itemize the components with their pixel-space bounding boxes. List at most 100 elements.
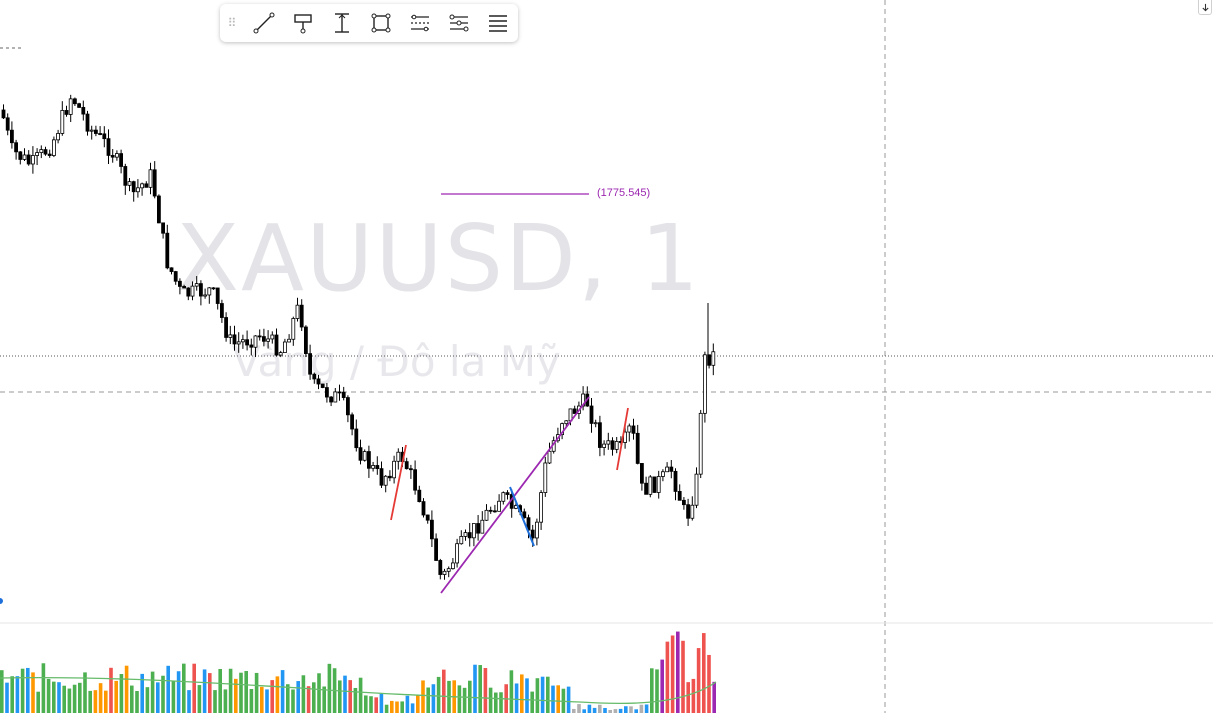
candle bbox=[106, 138, 111, 156]
candle bbox=[341, 391, 346, 398]
volume-bar bbox=[353, 687, 358, 713]
candle bbox=[249, 344, 254, 348]
candle bbox=[434, 538, 439, 561]
candle bbox=[564, 420, 569, 425]
fib-channel-tool-button[interactable] bbox=[439, 4, 478, 42]
volume-bar bbox=[296, 681, 300, 713]
volume-bar bbox=[566, 686, 571, 713]
candle bbox=[85, 113, 90, 132]
volume-bar bbox=[145, 687, 150, 713]
candle bbox=[379, 468, 384, 486]
scroll-to-bottom-button[interactable] bbox=[1198, 0, 1212, 15]
volume-bar bbox=[644, 704, 649, 713]
horizontal-lines-icon bbox=[488, 15, 507, 32]
candle bbox=[652, 476, 657, 493]
drag-handle-icon[interactable]: ⠿ bbox=[227, 16, 237, 30]
candle bbox=[560, 423, 564, 436]
callout-tool-button[interactable] bbox=[283, 4, 322, 42]
vertical-range-icon bbox=[334, 13, 349, 33]
candle bbox=[261, 336, 266, 342]
candle bbox=[396, 451, 401, 462]
volume-bar bbox=[676, 631, 680, 713]
candle bbox=[698, 412, 703, 475]
candle bbox=[358, 447, 363, 461]
volume-bar bbox=[15, 676, 20, 713]
volume-bar bbox=[650, 668, 654, 713]
volume-bar bbox=[0, 670, 4, 713]
volume-bar bbox=[270, 680, 274, 713]
volume-bar bbox=[62, 685, 66, 713]
volume-bar bbox=[551, 685, 555, 713]
candle bbox=[312, 373, 317, 380]
candle bbox=[455, 543, 460, 564]
candle bbox=[707, 354, 711, 366]
candle bbox=[392, 460, 397, 479]
volume-bar bbox=[104, 690, 108, 713]
candle bbox=[240, 339, 245, 343]
candle bbox=[383, 475, 388, 486]
candle bbox=[169, 267, 174, 272]
candle bbox=[35, 152, 39, 156]
volume-bar bbox=[72, 684, 77, 713]
candle bbox=[480, 519, 485, 534]
candle bbox=[501, 492, 506, 502]
volume-bar bbox=[130, 685, 134, 713]
candle bbox=[68, 98, 73, 115]
volume-bar bbox=[618, 708, 623, 713]
candle bbox=[316, 378, 321, 385]
volume-bar bbox=[582, 709, 586, 713]
volume-bar bbox=[78, 682, 82, 713]
volume-bar bbox=[390, 700, 394, 713]
candle bbox=[219, 303, 224, 318]
volume-bar bbox=[83, 672, 87, 713]
candle bbox=[606, 440, 611, 445]
volume-bar bbox=[702, 633, 706, 713]
candle bbox=[245, 339, 250, 346]
volume-bar bbox=[166, 665, 170, 713]
volume-bar bbox=[10, 676, 14, 713]
volume-bar bbox=[686, 682, 690, 713]
volume-bar bbox=[20, 668, 25, 713]
volume-bar bbox=[327, 663, 332, 713]
trend-line-red bbox=[390, 444, 407, 521]
volume-bar bbox=[197, 685, 202, 713]
candle bbox=[690, 504, 695, 519]
candle bbox=[253, 335, 258, 348]
candle bbox=[375, 465, 380, 470]
candle bbox=[539, 492, 543, 523]
rectangle-tool-button[interactable] bbox=[361, 4, 400, 42]
candle bbox=[438, 560, 443, 575]
candle bbox=[362, 451, 367, 461]
candle bbox=[274, 334, 279, 356]
horizontal-lines-tool-button[interactable] bbox=[478, 4, 517, 42]
parallel-channel-tool-button[interactable] bbox=[400, 4, 439, 42]
candle bbox=[207, 287, 212, 296]
candle bbox=[102, 133, 107, 140]
volume-bar bbox=[431, 684, 436, 713]
candle bbox=[270, 334, 275, 340]
volume-bar bbox=[499, 692, 503, 713]
candle bbox=[505, 492, 510, 495]
candle bbox=[404, 461, 409, 470]
vertical-range-tool-button[interactable] bbox=[322, 4, 361, 42]
candle bbox=[203, 294, 208, 297]
candle bbox=[371, 465, 376, 469]
candle bbox=[413, 469, 418, 491]
trend-line-tool-button[interactable] bbox=[244, 4, 283, 42]
candle bbox=[291, 318, 296, 340]
candle bbox=[429, 519, 434, 540]
candle bbox=[56, 133, 60, 141]
volume-bar bbox=[494, 692, 498, 713]
candle bbox=[644, 482, 648, 495]
volume-bar bbox=[369, 696, 373, 713]
candle bbox=[131, 181, 136, 193]
volume-bar bbox=[525, 678, 529, 713]
volume-bar bbox=[260, 686, 264, 713]
volume-bar bbox=[26, 667, 30, 713]
volume-bar bbox=[182, 663, 186, 713]
volume-bar bbox=[280, 670, 285, 713]
volume-bar bbox=[343, 675, 347, 713]
volume-bar bbox=[624, 706, 628, 713]
